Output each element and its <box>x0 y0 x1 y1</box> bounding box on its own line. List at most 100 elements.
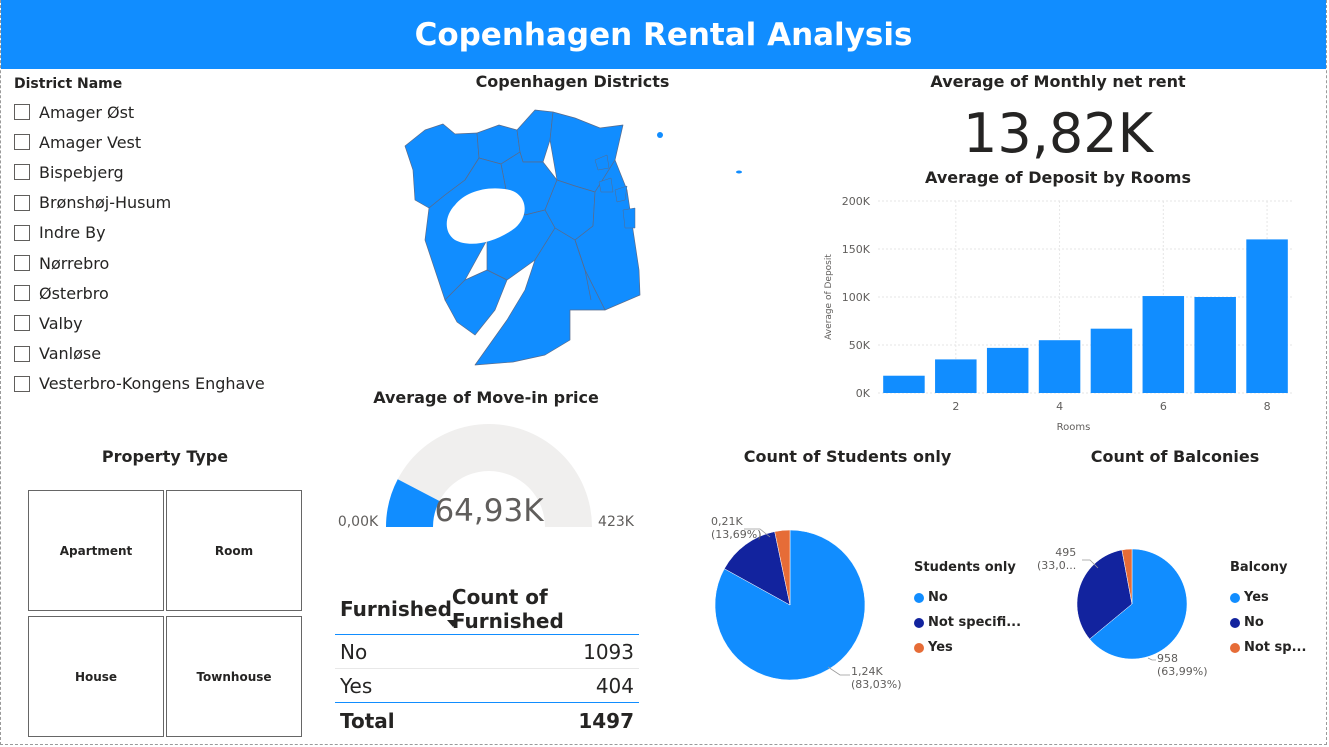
leader-line <box>1147 657 1156 661</box>
checkbox-icon[interactable] <box>14 104 30 121</box>
slicer-item[interactable]: Vesterbro-Kongens Enghave <box>14 369 265 399</box>
x-tick-label: 2 <box>952 400 959 413</box>
tile-apartment[interactable]: Apartment <box>28 490 164 611</box>
total-value: 1497 <box>578 709 634 733</box>
legend-dot <box>914 642 924 653</box>
report-header: Copenhagen Rental Analysis <box>1 0 1326 69</box>
checkbox-icon[interactable] <box>14 194 30 211</box>
kpi-title: Average of Monthly net rent <box>930 72 1186 91</box>
pie-slice[interactable] <box>774 529 791 606</box>
balconies-label-big: 958 (63,99%) <box>1157 652 1208 678</box>
deposit-bar-chart[interactable]: 0K 50K 100K 150K 200K 2 4 6 8 Rooms Average of Dep… <box>815 188 1310 433</box>
y-tick-label: 50K <box>849 339 871 352</box>
bar[interactable] <box>1090 328 1133 393</box>
legend-title: Balcony <box>1230 560 1288 575</box>
slicer-item[interactable]: Valby <box>14 308 265 338</box>
bar[interactable] <box>986 347 1029 393</box>
students-label-big: 1,24K (83,03%) <box>851 665 902 691</box>
map-district-bispebjerg <box>516 109 554 163</box>
pie-slice[interactable] <box>1076 549 1133 640</box>
legend-item-no[interactable]: No <box>914 585 1021 610</box>
legend-dot <box>1230 592 1240 603</box>
map-title: Copenhagen Districts <box>475 72 670 91</box>
legend-item-yes[interactable]: Yes <box>914 635 1021 660</box>
column-header-count[interactable]: Count of Furnished <box>451 585 564 633</box>
bar[interactable] <box>1142 296 1185 393</box>
slicer-item[interactable]: Nørrebro <box>14 248 265 278</box>
checkbox-icon[interactable] <box>14 375 30 392</box>
slicer-item-label: Valby <box>39 313 83 333</box>
slicer-item-label: Bispebjerg <box>39 162 124 182</box>
slicer-item-label: Amager Øst <box>39 102 135 122</box>
slicer-item[interactable]: Bispebjerg <box>14 157 265 187</box>
bar[interactable] <box>1194 297 1236 393</box>
bar[interactable] <box>1038 340 1081 393</box>
checkbox-icon[interactable] <box>14 285 30 302</box>
slicer-item[interactable]: Amager Øst <box>14 97 265 127</box>
legend-item-not-specified[interactable]: Not specifi... <box>914 610 1021 635</box>
table-row: No 1093 <box>335 635 639 669</box>
pie-slice[interactable] <box>1089 548 1188 660</box>
report-title: Copenhagen Rental Analysis <box>414 16 913 53</box>
checkbox-icon[interactable] <box>14 164 30 181</box>
bar[interactable] <box>935 359 977 393</box>
gauge-fill <box>386 479 440 527</box>
slicer-item-label: Indre By <box>39 223 106 243</box>
legend-title: Students only <box>914 560 1016 575</box>
balconies-label-small: 495 (33,0... <box>1037 546 1077 572</box>
slicer-item[interactable]: Østerbro <box>14 278 265 308</box>
slicer-item[interactable]: Amager Vest <box>14 127 265 157</box>
slicer-item-label: Nørrebro <box>39 253 110 273</box>
y-tick-label: 100K <box>842 291 871 304</box>
legend-item-no[interactable]: No <box>1230 610 1306 635</box>
slicer-item[interactable]: Brønshøj-Husum <box>14 188 265 218</box>
balconies-legend: Balcony Yes No Not sp... <box>1230 560 1306 660</box>
y-tick-label: 200K <box>842 195 871 208</box>
furnished-table: Furnished Count of Furnished No 1093 Yes… <box>335 585 639 739</box>
table-total-row: Total 1497 <box>335 702 639 739</box>
checkbox-icon[interactable] <box>14 345 30 362</box>
y-axis-label: Average of Deposit <box>824 254 834 340</box>
x-tick-label: 4 <box>1056 400 1063 413</box>
tile-room[interactable]: Room <box>166 490 302 611</box>
checkbox-icon[interactable] <box>14 134 30 151</box>
bar[interactable] <box>1246 239 1288 393</box>
column-header-furnished[interactable]: Furnished <box>340 597 452 621</box>
students-pie-chart[interactable] <box>700 515 890 695</box>
slicer-item-label: Vesterbro-Kongens Enghave <box>39 374 265 394</box>
legend-item-not-specified[interactable]: Not sp... <box>1230 635 1306 660</box>
y-tick-label: 150K <box>842 243 871 256</box>
table-header: Furnished Count of Furnished <box>335 585 639 633</box>
checkbox-icon[interactable] <box>14 224 30 241</box>
move-in-gauge[interactable]: 64,93K 0,00K 423K <box>330 420 640 540</box>
balconies-pie-chart[interactable] <box>1060 530 1210 680</box>
sort-desc-icon[interactable] <box>447 620 459 627</box>
pie-slice[interactable] <box>1121 548 1133 605</box>
legend-dot <box>1230 642 1240 653</box>
pie-slice[interactable] <box>724 531 791 606</box>
row-label: No <box>340 639 368 664</box>
checkbox-icon[interactable] <box>14 315 30 332</box>
row-value: 404 <box>595 673 634 698</box>
legend-dot <box>914 592 924 603</box>
tile-house[interactable]: House <box>28 616 164 737</box>
gauge-min: 0,00K <box>338 514 379 530</box>
slicer-item[interactable]: Indre By <box>14 218 265 248</box>
row-label: Yes <box>340 673 373 698</box>
leader-line <box>827 666 850 676</box>
students-label-small: 0,21K (13,69%) <box>711 515 762 541</box>
slicer-item-label: Østerbro <box>39 283 109 303</box>
gauge-value: 64,93K <box>434 493 544 529</box>
copenhagen-map[interactable] <box>395 100 750 370</box>
legend-item-yes[interactable]: Yes <box>1230 585 1306 610</box>
slicer-item[interactable]: Vanløse <box>14 339 265 369</box>
legend-dot <box>1230 617 1240 628</box>
x-tick-label: 6 <box>1160 400 1167 413</box>
slicer-item-label: Amager Vest <box>39 132 142 152</box>
slicer-item-label: Vanløse <box>39 344 102 364</box>
gauge-max: 423K <box>598 514 635 530</box>
bar[interactable] <box>883 375 925 393</box>
tile-townhouse[interactable]: Townhouse <box>166 616 302 737</box>
checkbox-icon[interactable] <box>14 255 30 272</box>
slicer-item-label: Brønshøj-Husum <box>39 193 172 213</box>
